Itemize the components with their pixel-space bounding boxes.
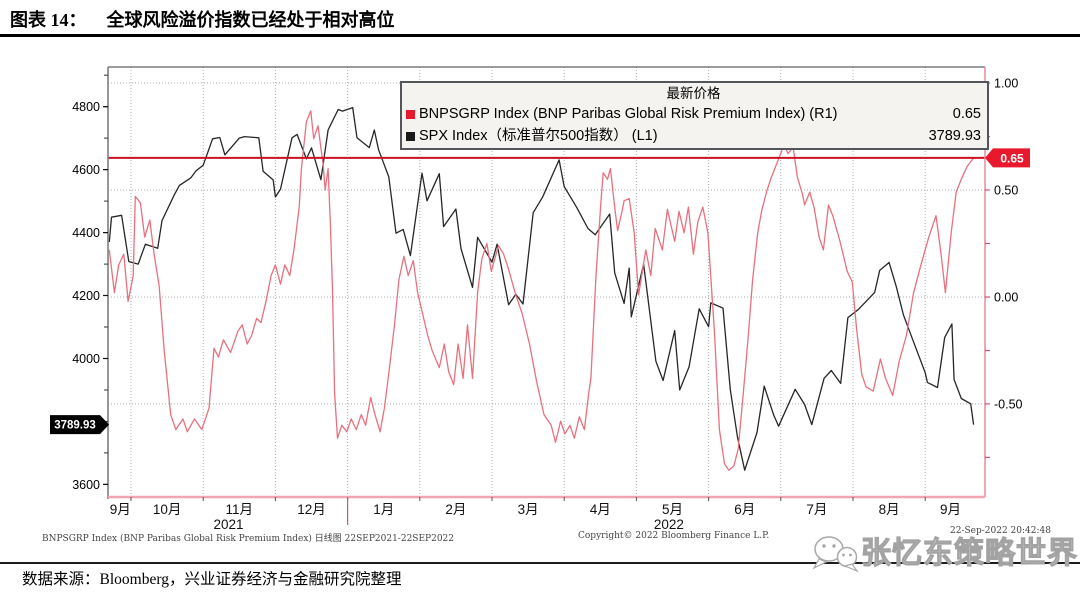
month-label: 11月 [226,502,254,517]
year-label: 2021 [213,517,243,532]
figure-title: 全球风险溢价指数已经处于相对高位 [106,10,395,30]
month-label: 6月 [734,502,755,517]
legend-box: 最新价格 BNPSGRP Index (BNP Paribas Global R… [400,81,989,150]
month-label: 3月 [518,502,539,517]
month-label: 4月 [590,502,611,517]
right-axis-label: 0.00 [994,291,1018,305]
chart-footnote-timestamp: 22-Sep-2022 20:42:48 [950,526,1051,536]
last-price-badge-left [50,415,109,435]
page-title: 图表 14： 全球风险溢价指数已经处于相对高位 [10,6,395,32]
left-axis-label: 4400 [72,226,100,240]
left-axis-label: 4000 [72,352,100,366]
bnpsgrp-series-line [108,110,975,471]
watermark: 张忆东策略世界 [809,533,1078,575]
legend-label-bnpsgrp: BNPSGRP Index (BNP Paribas Global Risk P… [419,106,838,122]
year-label: 2022 [654,517,684,532]
legend-value-spx: 3789.93 [928,128,981,144]
figure-number: 图表 14： [10,10,87,30]
title-underline [0,34,1080,37]
month-label: 2月 [445,502,466,517]
left-axis-label: 4200 [72,289,100,303]
month-label: 9月 [110,502,131,517]
last-price-badge-right [985,148,1030,168]
right-axis-label: 1.00 [994,77,1018,91]
legend-title: 最新价格 [666,86,721,101]
wechat-icon [812,536,859,573]
spx-series-line [108,106,975,471]
month-label: 5月 [662,502,683,517]
left-axis-label: 4600 [72,163,100,177]
chart-footnote-series: BNPSGRP Index (BNP Paribas Global Risk P… [42,534,455,544]
right-axis-label: -0.50 [994,397,1023,411]
bnpsgrp-swatch-icon [406,109,415,119]
legend-row-spx: SPX Index（标准普尔500指数） (L1) 3789.93 [406,125,981,147]
left-axis-label: 3600 [72,478,100,492]
spx-swatch-icon [406,131,415,141]
month-label: 10月 [153,502,182,517]
watermark-text: 张忆东策略世界 [860,537,1078,570]
right-axis-label: 0.50 [994,184,1018,198]
month-label: 8月 [879,502,900,517]
month-label: 1月 [373,502,394,517]
legend-value-bnpsgrp: 0.65 [952,106,981,122]
legend-row-bnpsgrp: BNPSGRP Index (BNP Paribas Global Risk P… [406,103,981,125]
month-label: 7月 [806,502,827,517]
month-label: 9月 [940,502,961,517]
last-price-badge-right-label: 0.65 [1000,151,1024,165]
legend-label-spx: SPX Index（标准普尔500指数） (L1) [419,128,658,144]
chart-footnote-copyright: Copyright© 2022 Bloomberg Finance L.P. [578,531,770,541]
left-axis-label: 4800 [72,100,100,114]
last-price-badge-left-label: 3789.93 [54,420,96,432]
divider-line [0,562,1080,564]
source-line: 数据来源：Bloomberg，兴业证券经济与金融研究院整理 [22,571,402,588]
month-label: 12月 [297,502,326,517]
